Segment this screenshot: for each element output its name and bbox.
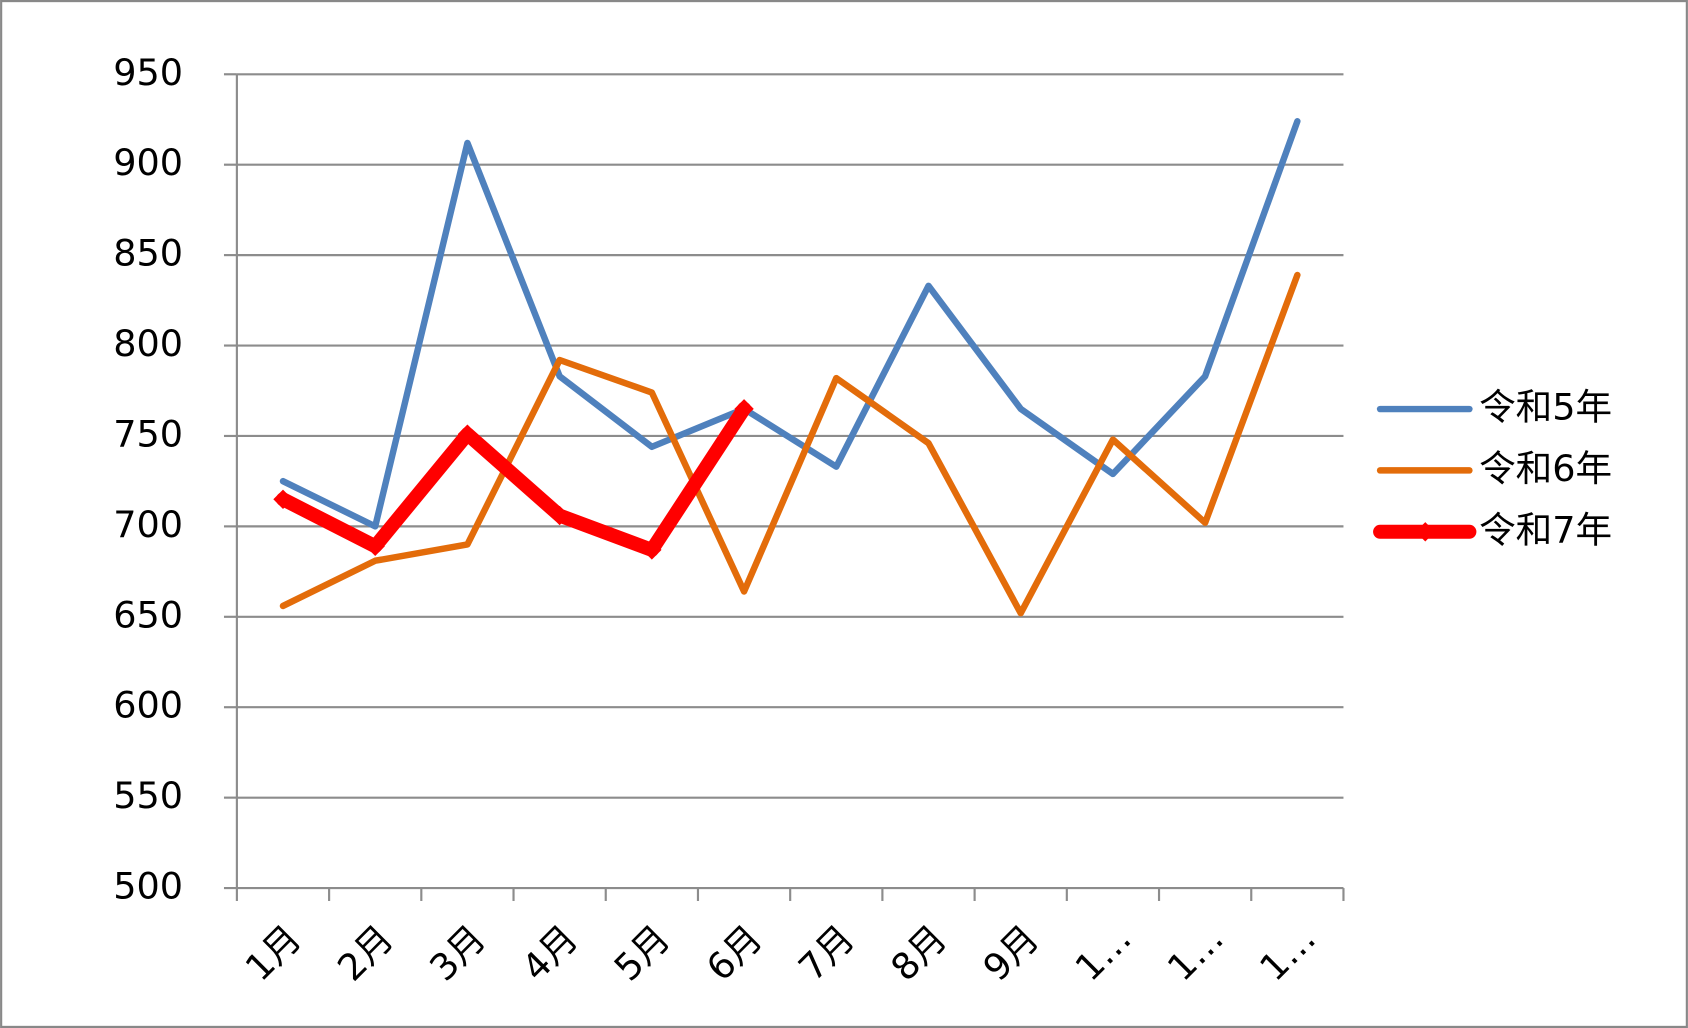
y-tick-label: 500 [113, 865, 183, 908]
point-marker [642, 540, 662, 560]
legend-label: 令和5年 [1479, 386, 1612, 429]
y-tick-label: 850 [113, 232, 183, 275]
legend-label: 令和6年 [1479, 447, 1612, 490]
legend-marker [1415, 522, 1435, 542]
point-marker [273, 489, 293, 509]
y-tick-label: 800 [113, 322, 183, 365]
point-marker [549, 505, 570, 526]
point-marker [365, 536, 385, 556]
y-tick-label: 550 [113, 774, 183, 817]
series-line [279, 271, 1301, 617]
y-tick-label: 700 [113, 503, 183, 546]
y-tick-label: 600 [113, 684, 183, 727]
y-tick-label: 950 [113, 51, 183, 94]
legend-label: 令和7年 [1479, 508, 1612, 551]
y-tick-label: 900 [113, 141, 183, 184]
y-tick-label: 750 [113, 412, 183, 455]
point-marker [734, 399, 754, 419]
series-line [275, 401, 752, 557]
y-tick-label: 650 [113, 593, 183, 636]
